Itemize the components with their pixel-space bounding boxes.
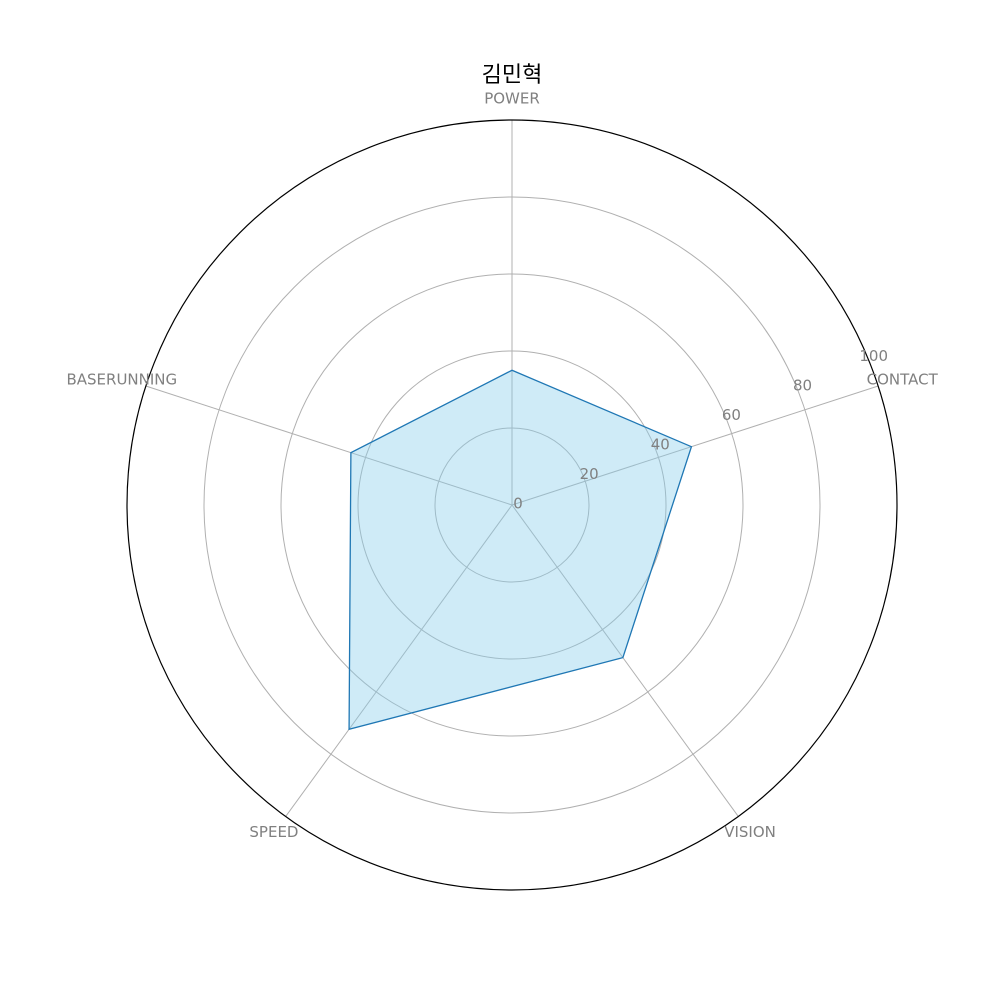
radial-tick-label-20: 20 <box>580 465 599 483</box>
spoke-vision <box>511 504 739 817</box>
radial-tick-label-80: 80 <box>793 377 812 395</box>
chart-title: 김민혁 <box>482 63 543 88</box>
radial-tick-label-60: 60 <box>722 406 741 424</box>
data-area-layer <box>348 369 693 731</box>
spoke-layer <box>145 120 879 817</box>
axis-label-vision: VISION <box>724 823 776 841</box>
outer-ring <box>126 119 898 891</box>
data-series-line <box>348 369 693 731</box>
radial-tick-labels: 0 20 40 60 80 100 <box>513 347 888 512</box>
axis-label-baserunning: BASERUNNING <box>66 370 177 388</box>
radial-tick-label-40: 40 <box>651 436 670 454</box>
spoke-contact <box>511 385 879 506</box>
data-area-fill <box>349 370 692 730</box>
axis-label-power: POWER <box>484 90 540 108</box>
axis-label-speed: SPEED <box>249 823 298 841</box>
spoke-baserunning <box>145 385 513 506</box>
radial-tick-label-100: 100 <box>859 347 888 365</box>
radial-tick-label-0: 0 <box>513 495 523 513</box>
spoke-speed <box>285 504 513 817</box>
category-labels: POWER CONTACT VISION SPEED BASERUNNING <box>66 90 938 842</box>
axis-label-contact: CONTACT <box>867 370 939 388</box>
